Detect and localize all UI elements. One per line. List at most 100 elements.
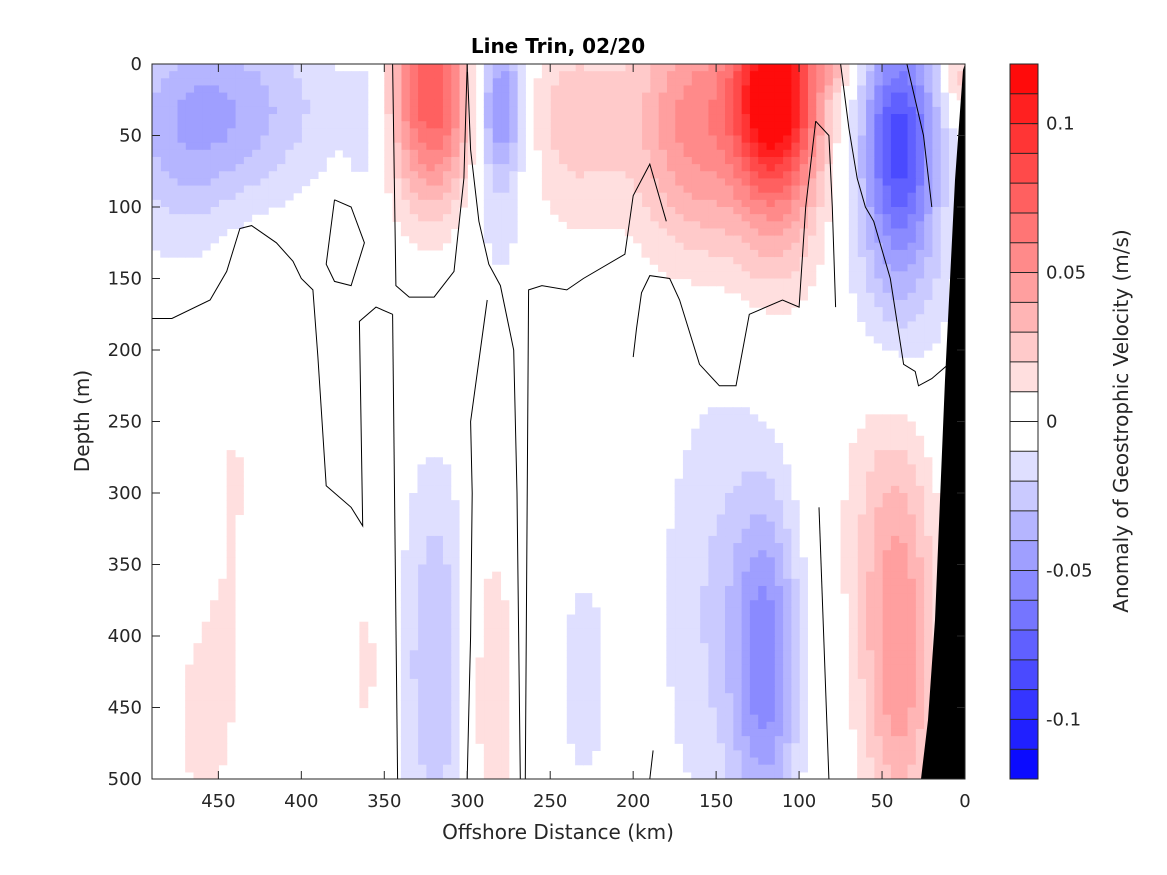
field-cell <box>201 106 211 115</box>
field-cell <box>765 435 775 444</box>
field-cell <box>898 106 908 115</box>
field-cell <box>699 156 709 165</box>
field-cell <box>425 85 435 94</box>
field-cell <box>898 85 908 94</box>
field-cell <box>152 106 161 115</box>
field-cell <box>890 292 900 301</box>
field-cell <box>691 78 701 87</box>
field-cell <box>757 636 767 644</box>
field-cell <box>682 71 692 79</box>
field-cell <box>741 714 750 723</box>
field-cell <box>226 464 236 473</box>
field-cell <box>699 135 709 144</box>
field-cell <box>782 686 792 694</box>
field-cell <box>575 78 584 87</box>
field-cell <box>799 593 808 601</box>
field-cell <box>898 471 908 480</box>
field-cell <box>434 171 443 179</box>
field-cell <box>492 736 502 744</box>
field-cell <box>915 71 925 79</box>
field-cell <box>608 114 618 122</box>
field-cell <box>865 435 875 444</box>
field-cell <box>409 664 419 673</box>
field-cell <box>724 128 734 137</box>
field-cell <box>168 71 178 79</box>
field-cell <box>857 85 867 94</box>
field-cell <box>782 214 792 222</box>
field-cell <box>682 207 692 215</box>
field-cell <box>400 171 410 179</box>
field-cell <box>807 64 817 72</box>
field-cell <box>425 99 435 108</box>
field-cell <box>425 550 435 558</box>
field-cell <box>641 228 651 237</box>
field-cell <box>409 228 419 237</box>
field-cell <box>724 156 734 165</box>
field-cell <box>906 428 916 437</box>
field-cell <box>948 192 958 201</box>
field-cell <box>774 142 784 151</box>
field-cell <box>790 657 800 666</box>
field-cell <box>732 99 742 108</box>
field-cell <box>492 235 502 244</box>
field-cell <box>666 678 676 687</box>
field-cell <box>757 714 767 723</box>
field-cell <box>765 585 775 594</box>
field-cell <box>724 643 734 651</box>
field-cell <box>218 99 228 108</box>
field-cell <box>757 214 767 222</box>
field-cell <box>284 171 294 179</box>
field-cell <box>483 757 493 766</box>
field-cell <box>882 771 891 779</box>
field-cell <box>815 78 825 87</box>
field-cell <box>799 721 808 730</box>
field-cell <box>210 171 219 179</box>
field-cell <box>591 643 601 651</box>
field-cell <box>774 135 784 144</box>
field-cell <box>923 650 933 659</box>
field-cell <box>765 185 775 194</box>
field-cell <box>931 142 941 151</box>
field-cell <box>898 92 908 101</box>
field-cell <box>442 757 452 766</box>
field-cell <box>284 85 294 94</box>
field-cell <box>409 750 419 759</box>
field-cell <box>890 299 900 308</box>
field-cell <box>865 728 875 737</box>
field-cell <box>450 528 460 537</box>
field-cell <box>176 178 186 187</box>
field-cell <box>682 700 692 709</box>
field-cell <box>749 292 759 301</box>
field-cell <box>458 185 468 194</box>
field-cell <box>915 493 925 501</box>
field-cell <box>434 657 443 666</box>
field-cell <box>492 686 502 694</box>
field-cell <box>218 199 228 208</box>
field-cell <box>226 485 236 494</box>
field-cell <box>774 493 784 501</box>
field-cell <box>782 728 792 737</box>
field-cell <box>309 171 319 179</box>
field-cell <box>890 457 900 465</box>
field-cell <box>873 257 883 265</box>
field-cell <box>442 707 452 716</box>
field-cell <box>890 121 900 129</box>
field-cell <box>732 428 742 437</box>
field-cell <box>400 78 410 87</box>
field-cell <box>948 64 958 72</box>
field-cell <box>193 771 203 779</box>
field-cell <box>940 228 950 237</box>
field-cell <box>599 171 609 179</box>
field-cell <box>931 257 941 265</box>
field-cell <box>450 707 460 716</box>
colorbar-tick-label: -0.05 <box>1046 560 1093 581</box>
field-cell <box>865 257 875 265</box>
field-cell <box>724 242 734 251</box>
field-cell <box>384 156 394 165</box>
field-cell <box>724 442 734 451</box>
field-cell <box>716 85 726 94</box>
field-cell <box>483 614 493 623</box>
field-cell <box>749 564 759 573</box>
field-cell <box>508 199 518 208</box>
field-cell <box>674 707 684 716</box>
